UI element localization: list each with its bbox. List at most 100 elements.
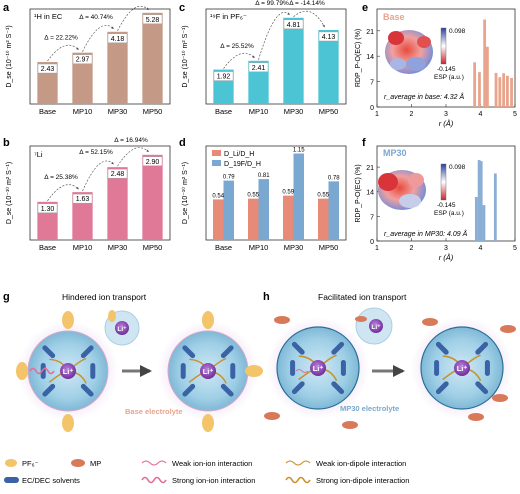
- pf6-anion: [62, 311, 74, 329]
- x-tick-label: MP10: [73, 107, 93, 116]
- y-axis-label: D_se (10⁻¹⁰ m² S⁻¹): [181, 162, 189, 224]
- mp-molecule: [342, 421, 358, 429]
- bar-value-label: 2.41: [252, 65, 266, 72]
- rdp-bar: [482, 205, 486, 241]
- rdp-bar: [473, 62, 477, 107]
- solvent-molecule: [90, 363, 96, 379]
- x-tick-label: 2: [410, 245, 414, 252]
- legend-f-label: D_19F/D_H: [224, 161, 261, 168]
- panel-c-letter: c: [179, 2, 185, 14]
- x-tick-label: Base: [39, 243, 56, 252]
- solvent-molecule: [182, 383, 196, 397]
- bar-f: [328, 181, 339, 240]
- legend-pf6: PF₆⁻: [22, 459, 39, 468]
- panel-a: a D_se (10⁻¹⁰ m² S⁻¹) 2.43 Base 2.97 MP10 4.1…: [3, 0, 171, 116]
- x-axis-label: r (Å): [439, 119, 454, 128]
- bar-value-label: 2.97: [76, 57, 90, 64]
- bar-li-label: 0.55: [247, 193, 259, 199]
- y-tick-label: 7: [370, 214, 374, 221]
- esp-unit-f: ESP (a.u.): [434, 210, 464, 217]
- rdp-bar: [493, 173, 497, 241]
- legend-li-swatch: [212, 150, 221, 156]
- li-ion: [310, 360, 326, 376]
- legend-weak-ion-ion: Weak ion-ion interaction: [172, 459, 252, 468]
- mp-molecule: [355, 316, 367, 322]
- x-tick-label: 3: [444, 111, 448, 118]
- li-ion-label: Li⁺: [63, 367, 74, 376]
- rdp-bar: [479, 161, 483, 241]
- bar-label-box: [142, 14, 163, 25]
- y-tick-label: 0: [370, 105, 374, 112]
- mp-molecule: [492, 394, 508, 402]
- bar-label-box: [72, 193, 93, 204]
- delta-arrow: [47, 44, 79, 62]
- bar-f-label: 1.15: [293, 148, 305, 154]
- bar-li: [283, 195, 294, 240]
- legend-strong-ion-ion-icon: [141, 476, 167, 484]
- bar-label-box: [107, 168, 128, 179]
- panel-h-caption: MP30 electrolyte: [340, 404, 399, 413]
- x-tick-label: MP10: [249, 243, 269, 252]
- y-axis-label: D_se (10⁻¹⁰ m² S⁻¹): [181, 25, 189, 87]
- x-tick-label: MP50: [143, 243, 163, 252]
- delta-arrow: [223, 52, 255, 69]
- bar-li-label: 0.54: [212, 193, 224, 199]
- panel-a-axes: D_se (10⁻¹⁰ m² S⁻¹) 2.43 Base 2.97 MP10 4.18 M…: [5, 0, 171, 116]
- ion-ion-interaction: [295, 369, 309, 373]
- x-tick-label: Base: [215, 243, 232, 252]
- panel-f-average: r_average in MP30: 4.09 Å: [384, 229, 468, 238]
- delta-arrow: [82, 160, 114, 192]
- bar-value-label: 4.13: [322, 34, 336, 41]
- y-tick-label: 14: [366, 54, 374, 61]
- rdp-bar: [478, 72, 481, 107]
- bar-li: [318, 198, 329, 240]
- y-axis-label: RDP_P-O(EC) (%): [355, 164, 362, 222]
- solvent-molecule: [80, 383, 94, 397]
- delta-arrow: [82, 25, 114, 52]
- esp-colorbar-f: 0.098 -0.145 ESP (a.u.): [434, 163, 466, 217]
- delta-label: Δ = 25.52%: [220, 43, 254, 50]
- bar-f-label: 0.81: [258, 173, 270, 179]
- bar-f: [293, 153, 304, 240]
- panel-e-average: r_average in base: 4.32 Å: [384, 92, 464, 101]
- y-tick-label: 21: [366, 29, 374, 36]
- solvent-molecule: [220, 383, 234, 397]
- bar-li-label: 0.59: [282, 190, 294, 196]
- y-tick-label: 0: [370, 239, 374, 246]
- panel-h: h Facilitated ion transport Li⁺ Li⁺ Li⁺ MP…: [263, 291, 516, 429]
- bar-label-box: [283, 19, 304, 29]
- x-tick-label: MP50: [319, 107, 339, 116]
- x-tick-label: 1: [375, 245, 379, 252]
- pf6-anion: [202, 311, 214, 329]
- x-tick-label: 5: [513, 111, 517, 118]
- solvent-molecule: [331, 381, 345, 395]
- bar-value-label: 1.92: [217, 74, 231, 81]
- panel-b-axes: D_se (10⁻¹⁰ m² S⁻¹) 1.30 Base 1.63 MP10 2.48 M…: [5, 137, 171, 252]
- li-ion-label: Li⁺: [117, 326, 127, 333]
- esp-min-f: -0.145: [437, 202, 456, 209]
- x-axis-label: r (Å): [439, 253, 454, 262]
- y-tick-label: 14: [366, 190, 374, 197]
- x-tick-label: Base: [215, 107, 232, 116]
- panel-b-letter: b: [3, 137, 10, 149]
- rdp-bar: [486, 46, 489, 107]
- panel-e-tag: Base: [383, 12, 405, 22]
- solvent-molecule: [340, 360, 346, 376]
- esp-max-e: 0.098: [449, 28, 466, 35]
- rdp-bar: [498, 77, 502, 107]
- esp-molecule-mp30: [378, 170, 426, 210]
- panel-h-cells: Li⁺ Li⁺ Li⁺: [264, 307, 516, 429]
- bar-f-label: 0.79: [223, 175, 235, 181]
- bar: [72, 192, 93, 240]
- x-tick-label: 4: [479, 245, 483, 252]
- solvent-molecule: [435, 341, 449, 355]
- panel-b-nucleus: ⁷Li: [34, 150, 43, 159]
- bar-f: [258, 179, 269, 240]
- axes-frame: [205, 8, 347, 105]
- bar: [318, 29, 339, 105]
- legend-strong-ion-ion: Strong ion-ion interaction: [172, 476, 255, 485]
- x-tick-label: 2: [410, 111, 414, 118]
